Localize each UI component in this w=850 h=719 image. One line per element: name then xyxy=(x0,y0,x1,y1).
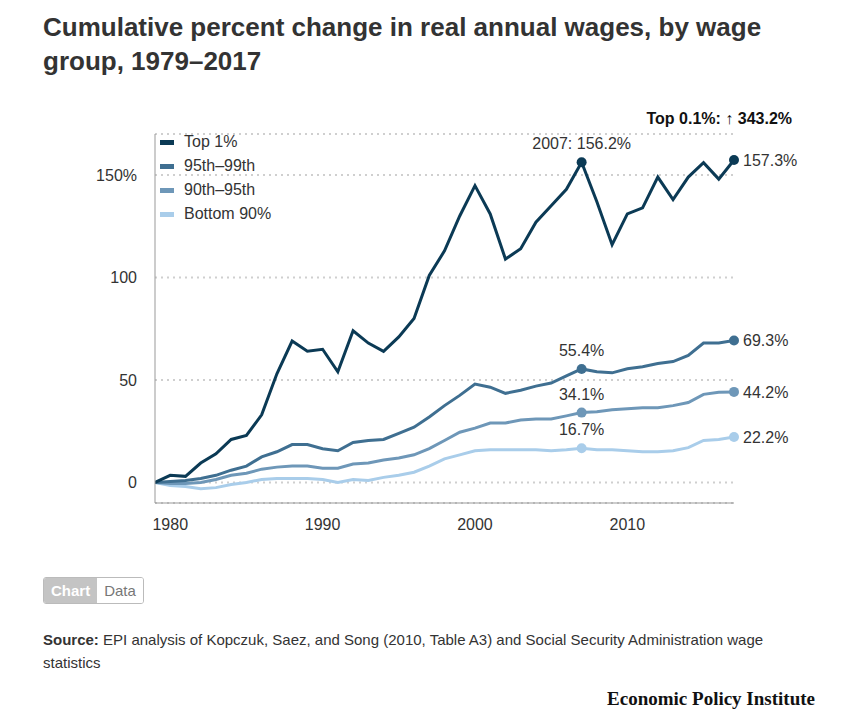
svg-text:157.3%: 157.3% xyxy=(743,152,797,169)
svg-text:2000: 2000 xyxy=(457,516,493,533)
svg-text:2010: 2010 xyxy=(610,516,646,533)
html-text:Economic Policy Institute: Economic Policy Institute xyxy=(607,688,815,709)
html-text:Source: EPI analysis of Kopczu: Source: EPI analysis of Kopczuk, Saez, a… xyxy=(43,631,764,671)
svg-text:2007: 156.2%: 2007: 156.2% xyxy=(532,135,631,152)
svg-text:0: 0 xyxy=(128,474,137,491)
svg-text:44.2%: 44.2% xyxy=(743,384,788,401)
html-text:90th–95th: 90th–95th xyxy=(184,181,256,198)
svg-text:34.1%: 34.1% xyxy=(559,386,604,403)
svg-text:100: 100 xyxy=(110,269,137,286)
html-text:Bottom 90%: Bottom 90% xyxy=(184,205,272,222)
svg-text:69.3%: 69.3% xyxy=(743,332,788,349)
html-text:Top 1%: Top 1% xyxy=(184,133,238,150)
svg-text:150%: 150% xyxy=(96,167,137,184)
html-text:Chart: Chart xyxy=(51,582,91,599)
svg-text:22.2%: 22.2% xyxy=(743,429,788,446)
svg-text:55.4%: 55.4% xyxy=(559,342,604,359)
svg-text:16.7%: 16.7% xyxy=(559,421,604,438)
svg-text:50: 50 xyxy=(119,372,137,389)
html-text:Top 0.1%: ↑ 343.2%: Top 0.1%: ↑ 343.2% xyxy=(646,110,792,127)
svg-text:1990: 1990 xyxy=(305,516,341,533)
html-text:95th–99th: 95th–99th xyxy=(184,157,256,174)
html-text:Cumulative percent change in r: Cumulative percent change in real annual… xyxy=(43,12,762,76)
html-text:Data: Data xyxy=(104,582,136,599)
svg-text:1980: 1980 xyxy=(152,516,188,533)
